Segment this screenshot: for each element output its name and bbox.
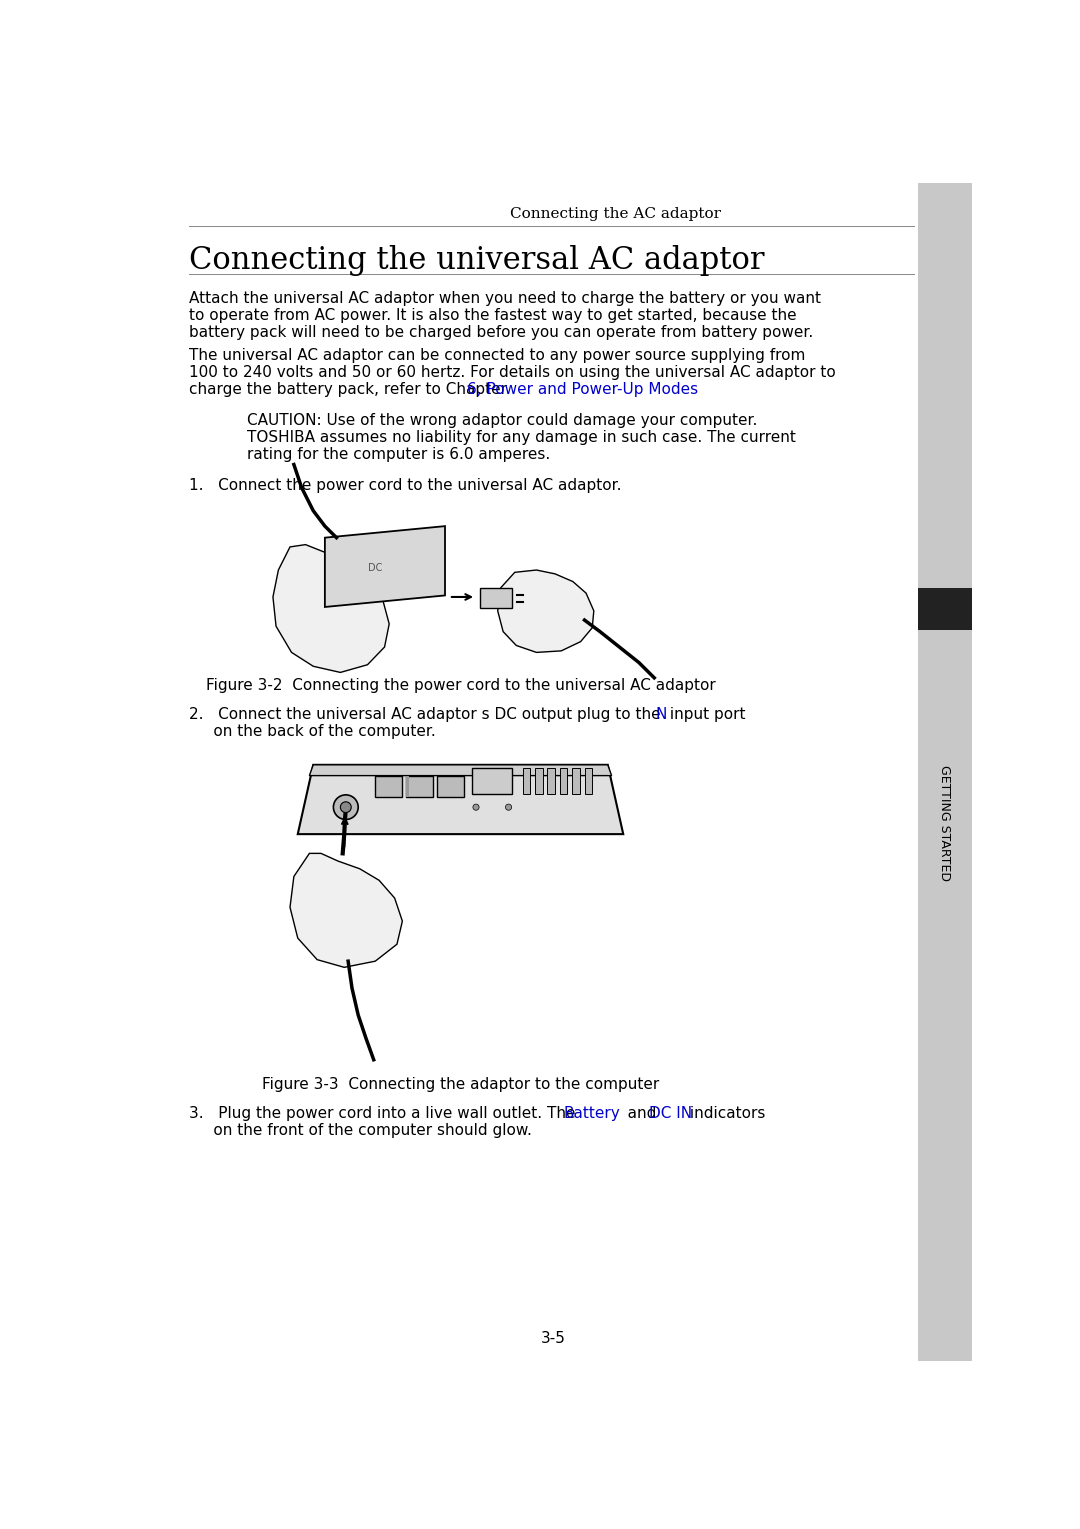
Text: 2.   Connect the universal AC adaptor s DC output plug to the: 2. Connect the universal AC adaptor s DC… [189,708,661,722]
Text: Attach the universal AC adaptor when you need to charge the battery or you want: Attach the universal AC adaptor when you… [189,292,821,306]
Text: charge the battery pack, refer to Chapter: charge the battery pack, refer to Chapte… [189,382,508,398]
Text: input port: input port [665,708,745,722]
Bar [406,775,433,797]
Bar [918,183,972,1361]
Polygon shape [298,764,623,835]
Text: TOSHIBA assumes no liability for any damage in such case. The current: TOSHIBA assumes no liability for any dam… [247,430,796,445]
Text: battery pack will need to be charged before you can operate from battery power.: battery pack will need to be charged bef… [189,326,813,341]
Text: DC: DC [368,564,382,573]
Bar [572,768,580,794]
Bar [918,587,972,630]
Text: Figure 3-3  Connecting the adaptor to the computer: Figure 3-3 Connecting the adaptor to the… [261,1076,659,1092]
Circle shape [473,804,480,810]
Text: Figure 3-2  Connecting the power cord to the universal AC adaptor: Figure 3-2 Connecting the power cord to … [205,677,715,693]
Text: rating for the computer is 6.0 amperes.: rating for the computer is 6.0 amperes. [247,446,551,462]
Polygon shape [480,587,512,607]
Polygon shape [309,764,611,775]
Bar [535,768,542,794]
Bar [548,768,555,794]
Text: on the back of the computer.: on the back of the computer. [189,725,436,739]
Text: on the front of the computer should glow.: on the front of the computer should glow… [189,1124,532,1138]
Text: 3.   Plug the power cord into a live wall outlet. The: 3. Plug the power cord into a live wall … [189,1105,576,1121]
Circle shape [505,804,512,810]
Polygon shape [291,853,403,968]
Text: Connecting the AC adaptor: Connecting the AC adaptor [510,208,721,222]
Polygon shape [273,544,389,673]
Polygon shape [325,526,445,607]
Text: 100 to 240 volts and 50 or 60 hertz. For details on using the universal AC adapt: 100 to 240 volts and 50 or 60 hertz. For… [189,365,836,381]
Bar [437,775,464,797]
Text: Battery: Battery [564,1105,620,1121]
Bar [523,768,530,794]
Text: 3-5: 3-5 [541,1330,566,1346]
Text: to operate from AC power. It is also the fastest way to get started, because the: to operate from AC power. It is also the… [189,309,797,324]
Bar [472,768,512,794]
Bar [375,775,403,797]
Text: 1.   Connect the power cord to the universal AC adaptor.: 1. Connect the power cord to the univers… [189,479,622,492]
Bar [559,768,567,794]
Bar [406,775,408,797]
Text: N: N [656,708,667,722]
Text: indicators: indicators [685,1105,766,1121]
Text: GETTING STARTED: GETTING STARTED [939,764,951,881]
Bar [584,768,592,794]
Text: Connecting the universal AC adaptor: Connecting the universal AC adaptor [189,245,765,275]
Text: and: and [613,1105,657,1121]
Text: 6, Power and Power-Up Modes: 6, Power and Power-Up Modes [467,382,698,398]
Text: The universal AC adaptor can be connected to any power source supplying from: The universal AC adaptor can be connecte… [189,349,806,364]
Circle shape [334,795,359,820]
Text: DC IN: DC IN [649,1105,692,1121]
Text: CAUTION: Use of the wrong adaptor could damage your computer.: CAUTION: Use of the wrong adaptor could … [247,413,758,428]
Circle shape [340,801,351,812]
Polygon shape [498,570,594,653]
